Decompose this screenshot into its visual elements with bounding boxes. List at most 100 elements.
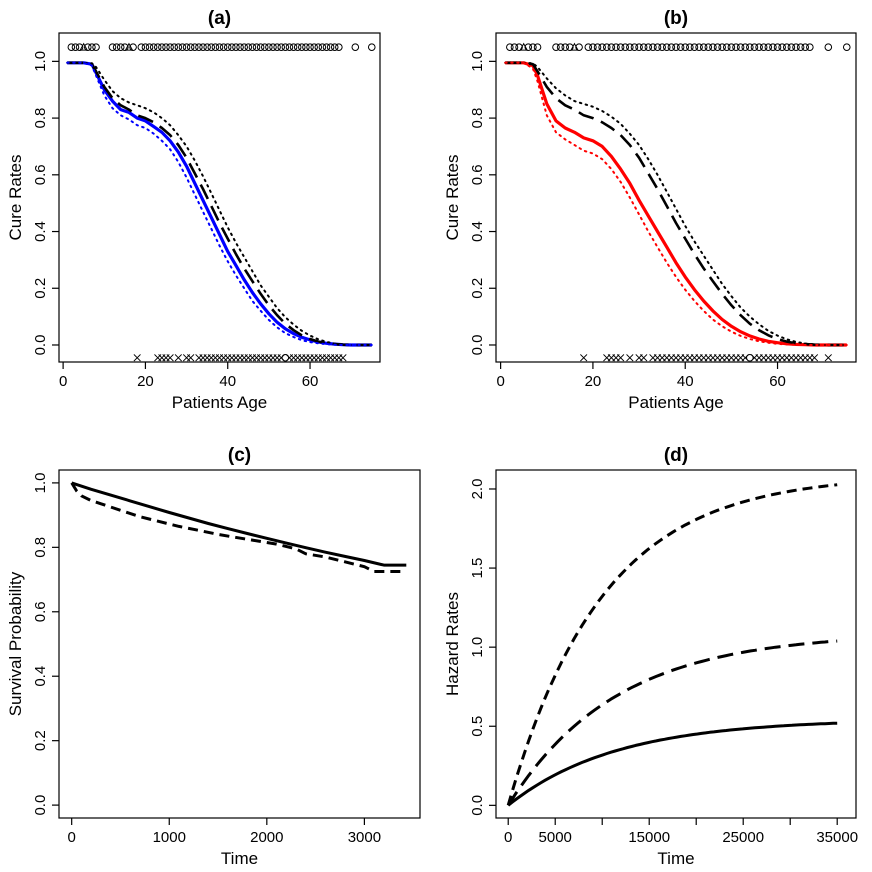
censored-circle-marker: [667, 43, 676, 51]
x-axis-label: Time: [221, 849, 258, 868]
censored-circle-marker: [529, 43, 537, 51]
censored-circle-marker: [566, 43, 574, 51]
censored-circle-marker: [658, 43, 666, 51]
censored-circle-marker: [67, 43, 76, 51]
censored-circle-marker: [602, 43, 611, 51]
series-line-reference: [505, 61, 847, 347]
censored-circle-marker: [256, 43, 265, 51]
x-axis-label: Patients Age: [628, 393, 723, 412]
censored-circle-marker: [92, 43, 100, 51]
event-cross-marker: [810, 354, 819, 362]
censored-circle-marker: [746, 43, 754, 51]
censored-circle-marker: [289, 43, 298, 51]
series-line-reference: [67, 61, 372, 347]
censored-circle-marker: [228, 43, 236, 51]
censored-circle-marker: [778, 43, 786, 51]
x-tick-label: 35000: [816, 829, 858, 846]
x-tick-label: 40: [219, 373, 236, 390]
y-tick-label: 0.0: [32, 795, 49, 816]
x-axis-label: Time: [657, 849, 694, 868]
censored-circle-marker: [626, 43, 634, 51]
censored-circle-marker: [112, 43, 121, 51]
x-tick-label: 1000: [153, 829, 186, 846]
censored-circle-marker: [589, 43, 597, 51]
series-line-upper-bound: [66, 61, 373, 346]
x-tick-label: 0: [59, 373, 67, 390]
y-tick-label: 1.5: [469, 558, 486, 579]
censored-circle-marker: [787, 43, 796, 51]
censored-circle-marker: [71, 43, 80, 51]
censored-circle-marker: [302, 43, 310, 51]
censored-circle-marker: [561, 43, 570, 51]
censored-circle-marker: [686, 43, 694, 51]
event-cross-marker: [580, 354, 588, 362]
censored-circle-marker: [351, 43, 360, 51]
y-tick-label: 0.5: [469, 716, 486, 737]
series-line-hazard-low: [507, 721, 838, 807]
panel-title: (c): [228, 445, 251, 466]
censored-circle-marker: [265, 43, 273, 51]
y-tick-label: 2.0: [469, 479, 486, 500]
panel-title: (d): [664, 445, 688, 466]
censored-circle-marker: [612, 43, 620, 51]
censored-circle-marker: [273, 43, 281, 51]
x-tick-label: 25000: [722, 829, 764, 846]
x-axis-label: Patients Age: [172, 393, 267, 412]
censored-circle-marker: [281, 353, 290, 362]
censored-circle-marker: [552, 43, 560, 51]
censored-circle-marker: [672, 43, 680, 51]
censored-circle-marker: [741, 43, 750, 51]
censored-circle-marker: [681, 43, 690, 51]
censored-circle-marker: [186, 43, 195, 51]
censored-circle-marker: [108, 43, 117, 51]
censored-circle-marker: [699, 43, 708, 51]
y-tick-label: 0.6: [32, 601, 49, 622]
censored-circle-marker: [653, 43, 662, 51]
plot-frame: [58, 32, 381, 363]
panel-c: (c) 0 1000 2000 3000 0.0 0.2 0.4 0.6 0.8 1.0 Time Su…: [6, 445, 421, 868]
censored-circle-marker: [215, 43, 224, 51]
censored-circle-marker: [141, 43, 150, 51]
censored-circle-marker: [252, 43, 261, 51]
censored-circle-marker: [174, 43, 183, 51]
censored-circle-marker: [335, 43, 343, 51]
censored-circle-marker: [750, 43, 759, 51]
y-tick-label: 0.8: [32, 108, 49, 129]
censored-circle-marker: [796, 43, 805, 51]
censored-circle-marker: [223, 43, 232, 51]
censored-circle-marker: [162, 43, 170, 51]
censored-circle-marker: [170, 43, 179, 51]
censored-circle-marker: [326, 43, 335, 51]
censored-circle-marker: [662, 43, 671, 51]
y-tick-label: 1.0: [32, 472, 49, 493]
censored-circle-marker: [269, 43, 277, 51]
censored-circle-marker: [240, 43, 248, 51]
censored-circle-marker: [298, 43, 306, 51]
x-tick-label: 40: [677, 373, 694, 390]
censored-circle-marker: [248, 43, 257, 51]
censored-circle-marker: [244, 43, 253, 51]
censored-circle-marker: [153, 43, 162, 51]
y-tick-label: 1.0: [469, 51, 486, 72]
censored-circle-marker: [199, 43, 207, 51]
censored-circle-marker: [769, 43, 777, 51]
y-tick-label: 1.0: [32, 51, 49, 72]
y-tick-label: 0.8: [32, 537, 49, 558]
censored-circle-marker: [178, 43, 187, 51]
censored-circle-marker: [88, 43, 96, 51]
censored-circle-marker: [575, 43, 583, 51]
censored-circle-marker: [649, 43, 657, 51]
event-cross-marker: [616, 354, 625, 362]
x-tick-label: 15000: [628, 829, 670, 846]
censored-circle-marker: [506, 43, 514, 51]
censored-circle-marker: [219, 43, 228, 51]
censored-circle-marker: [639, 43, 648, 51]
censored-circle-marker: [318, 43, 327, 51]
panel-title: (b): [664, 8, 688, 29]
censored-circle-marker: [732, 43, 740, 51]
panel-d: (d) 0 5000 15000 25000 35000 0.0 0.5 1.0 1.5 2.0 Ti…: [443, 445, 858, 868]
censored-circle-marker: [277, 43, 286, 51]
censored-circle-marker: [533, 43, 542, 51]
censored-circle-marker: [367, 43, 376, 51]
censored-circle-marker: [330, 43, 339, 51]
